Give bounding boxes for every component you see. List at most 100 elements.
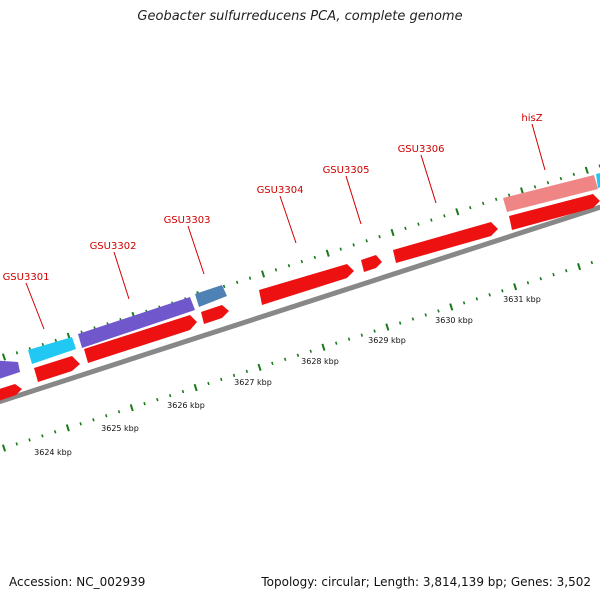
- feature-tick: [261, 270, 266, 278]
- feature-tick: [300, 259, 304, 264]
- feature-tick: [235, 280, 239, 284]
- scale-tick: [449, 303, 454, 311]
- kbp-labels: 3624 kbp 3625 kbp 3626 kbp 3627 kbp 3628…: [34, 295, 541, 457]
- scale-tick: [360, 333, 364, 337]
- feature-tick: [390, 228, 395, 237]
- feature-tick: [54, 338, 58, 343]
- scale-tick: [513, 283, 518, 291]
- feature-cyan-1[interactable]: [28, 337, 76, 364]
- scale-tick: [79, 422, 82, 426]
- gene-label[interactable]: hisZ: [521, 113, 542, 124]
- map-title: Geobacter sulfurreducens PCA, complete g…: [137, 9, 463, 24]
- scale-tick: [92, 418, 95, 422]
- scale-tick: [347, 337, 351, 341]
- genome-backbone: [0, 204, 600, 405]
- scale-tick: [129, 404, 134, 412]
- forward-feature-track: [0, 172, 600, 382]
- cds-arrow-5[interactable]: [361, 255, 382, 272]
- cds-arrow-2[interactable]: [84, 315, 197, 363]
- scale-tick: [475, 297, 479, 301]
- feature-tick: [1, 353, 7, 361]
- scale-tick: [1, 444, 7, 452]
- scale-tick: [271, 361, 274, 366]
- scale-tick: [181, 389, 185, 394]
- scale-tick: [41, 434, 44, 438]
- scale-tick: [28, 438, 31, 442]
- cds-arrow-6[interactable]: [393, 222, 498, 263]
- feature-tick: [546, 181, 550, 185]
- scale-tick: [53, 430, 57, 434]
- gene-label[interactable]: GSU3305: [323, 165, 370, 176]
- scale-tick: [207, 381, 210, 386]
- scale-tick: [168, 393, 172, 398]
- cds-arrow-7[interactable]: [509, 194, 600, 230]
- feature-tick: [417, 222, 420, 226]
- feature-tick: [352, 243, 355, 247]
- gene-label[interactable]: GSU3306: [398, 144, 445, 155]
- feature-tick: [339, 247, 342, 251]
- kbp-label: 3627 kbp: [234, 378, 272, 387]
- scale-tick: [105, 414, 108, 418]
- scale-tick: [424, 313, 427, 317]
- feature-tick: [469, 205, 472, 210]
- scale-tick: [411, 317, 415, 321]
- feature-tick: [572, 172, 576, 177]
- feature-steelblue-1[interactable]: [195, 285, 227, 307]
- scale-tick: [321, 343, 326, 351]
- feature-pink-hisz[interactable]: [503, 175, 598, 212]
- scale-tick: [296, 353, 300, 357]
- scale-tick: [462, 301, 466, 305]
- scale-tick: [156, 397, 159, 402]
- gene-label[interactable]: GSU3304: [257, 185, 304, 196]
- scale-tick: [143, 401, 146, 406]
- feature-tick: [365, 239, 368, 243]
- feature-tick: [287, 264, 291, 268]
- cds-arrow-3[interactable]: [201, 305, 229, 324]
- feature-tick: [481, 201, 485, 206]
- accession-text: Accession: NC_002939: [9, 575, 146, 589]
- feature-purple-2[interactable]: [78, 297, 195, 348]
- scale-tick: [552, 272, 555, 277]
- cds-arrow-4[interactable]: [259, 264, 354, 305]
- feature-tick: [533, 185, 537, 189]
- feature-tick: [41, 342, 45, 347]
- cds-arrow-1[interactable]: [34, 356, 80, 382]
- kbp-label: 3625 kbp: [101, 424, 139, 433]
- scale-tick: [283, 357, 287, 361]
- kbp-label: 3629 kbp: [368, 336, 406, 345]
- kbp-label: 3628 kbp: [301, 357, 339, 366]
- feature-tick: [15, 351, 19, 355]
- gene-labels: GSU3301 GSU3302 GSU3303 GSU3304 GSU3305 …: [3, 113, 543, 283]
- scale-tick: [232, 373, 236, 378]
- scale-tick: [577, 262, 582, 271]
- gene-label[interactable]: GSU3303: [164, 215, 211, 226]
- scale-tick: [501, 289, 504, 293]
- scale-tick: [117, 410, 121, 414]
- feature-tick: [274, 268, 278, 272]
- scale-tick: [526, 281, 530, 285]
- feature-purple-left[interactable]: [0, 360, 20, 382]
- scale-tick: [385, 323, 390, 331]
- feature-tick: [559, 176, 563, 181]
- cds-arrow-0[interactable]: [0, 384, 22, 404]
- feature-tick: [430, 218, 433, 222]
- feature-tick: [222, 284, 226, 289]
- scale-ticks-track: [1, 260, 594, 452]
- gene-label-leaders: [25, 123, 546, 330]
- scale-tick: [398, 321, 402, 325]
- feature-tick: [443, 214, 446, 218]
- feature-tick: [378, 234, 381, 239]
- scale-tick: [373, 329, 376, 333]
- scale-tick: [309, 349, 312, 353]
- feature-cyan-2[interactable]: [596, 172, 600, 188]
- feature-tick: [584, 166, 589, 174]
- kbp-label: 3624 kbp: [34, 448, 72, 457]
- gene-label[interactable]: GSU3302: [90, 241, 137, 252]
- feature-tick: [248, 276, 252, 280]
- genome-stats-text: Topology: circular; Length: 3,814,139 bp…: [261, 575, 591, 589]
- scale-tick: [65, 424, 70, 432]
- gene-label[interactable]: GSU3301: [3, 272, 50, 283]
- feature-tick: [313, 255, 317, 260]
